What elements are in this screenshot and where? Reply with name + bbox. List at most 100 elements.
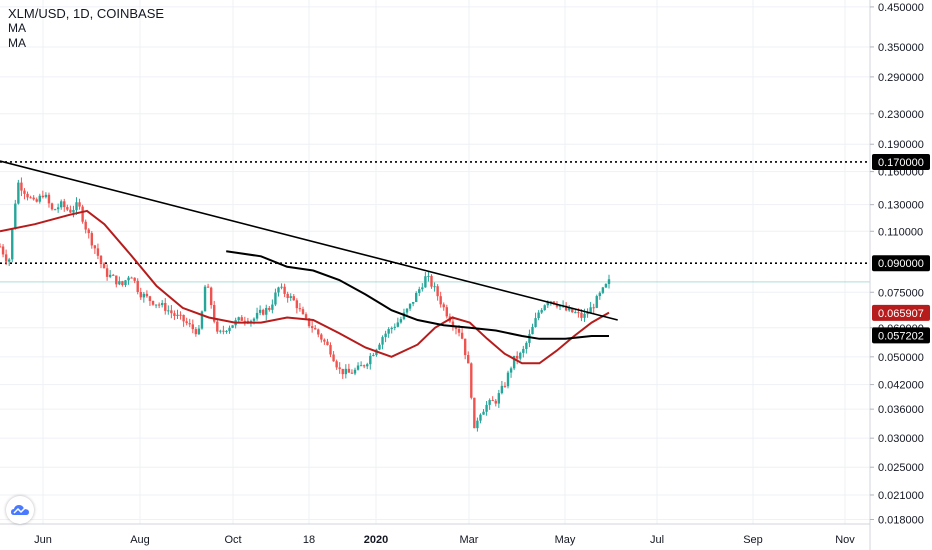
candle-body [525,342,528,349]
candle-body [292,296,295,301]
candle-body [274,292,277,305]
candle-body [87,229,90,234]
candle-body [118,281,121,285]
price-tick-label: 0.130000 [878,200,924,212]
price-badge [872,153,930,170]
moving-averages [0,209,610,365]
candle-body [124,280,127,286]
candle-body [237,317,240,321]
candle-body [20,182,23,191]
candle-body [151,300,155,305]
candle-body [473,397,476,429]
candle-body [592,307,595,309]
price-badge-label: 0.057202 [878,330,924,342]
time-tick-label: Oct [224,534,241,546]
chart-legend: XLM/USD, 1D, COINBASE MA MA [8,6,164,51]
candle-body [191,324,194,330]
candle-body [84,221,87,230]
candle-body [307,318,311,327]
candle-body [399,319,403,323]
candle-body [228,327,231,331]
symbol-title[interactable]: XLM/USD, 1D, COINBASE [8,6,165,21]
candle-body [442,304,445,308]
candle-body [47,194,51,204]
descending-trendline [0,160,618,321]
candle-body [451,321,455,328]
candle-body [503,385,507,387]
candle-body [209,287,213,305]
candle-body [105,268,109,277]
candle-body [424,276,427,288]
candle-body [164,303,167,311]
ma-line-1 [0,209,610,365]
candle-body [157,304,161,306]
candle-body [258,309,262,313]
ma-line-2 [226,250,609,340]
candle-body [454,327,458,329]
ma-indicator-1[interactable]: MA [8,21,26,35]
candle-body [408,303,412,309]
candle-body [182,314,185,322]
candle-body [185,321,188,324]
candle-body [323,339,326,342]
candle-body [332,354,335,362]
candle-body [467,355,470,364]
price-tick-label: 0.025000 [878,462,924,474]
price-tick-label: 0.036000 [878,404,924,416]
candle-body [200,311,204,329]
candle-body [50,203,54,210]
price-tick-label: 0.110000 [878,226,923,238]
price-tick-label: 0.190000 [878,139,924,151]
price-badges: 0.170000 0.090000 0.065907 0.057202 [872,153,930,344]
price-tick-label: 0.450000 [878,2,924,14]
ma-indicator-2[interactable]: MA [8,36,26,50]
candle-body [301,309,305,315]
candle-body [384,333,387,338]
candle-body [81,206,84,222]
candle-body [310,326,314,329]
candle-body [341,368,344,375]
candle-body [476,420,479,429]
candle-body [26,193,29,198]
candle-body [127,277,130,281]
candle-body [63,201,66,208]
time-tick-label: Mar [460,534,479,546]
time-tick-label: May [555,534,576,546]
candle-body [580,312,583,318]
candle-body [362,365,366,367]
candle-body [390,327,393,330]
candle-body [298,308,302,310]
candle-body [142,293,146,298]
candle-body [277,287,280,293]
candle-body [381,337,384,345]
price-badge [872,304,930,321]
time-tick-label: 2020 [364,534,388,546]
candle-body [387,329,390,334]
candle-body [506,372,510,387]
candle-body [179,314,182,316]
candle-body [494,400,497,404]
candle-body [568,308,571,311]
candle-body [439,296,442,305]
price-axis: 0.450000 0.350000 0.290000 0.230000 0.190000… [870,2,924,527]
price-badge-label: 0.170000 [878,157,924,169]
candle-body [139,291,142,298]
candle-body [537,312,540,319]
candle-body [329,345,332,355]
candle-body [112,274,115,276]
candle-body [595,296,598,308]
time-tick-label: Sep [743,534,763,546]
candle-body [197,328,201,335]
price-tick-label: 0.075000 [878,287,924,299]
candle-body [35,199,38,202]
chart-grid [0,0,870,524]
candle-body [7,259,11,262]
tradingview-cloud-icon[interactable] [6,496,34,524]
candle-body [415,292,418,302]
price-badge [872,327,930,344]
time-tick-label: Nov [835,534,855,546]
candle-body [69,209,72,213]
candle-body [72,209,75,213]
candle-body [571,308,574,313]
